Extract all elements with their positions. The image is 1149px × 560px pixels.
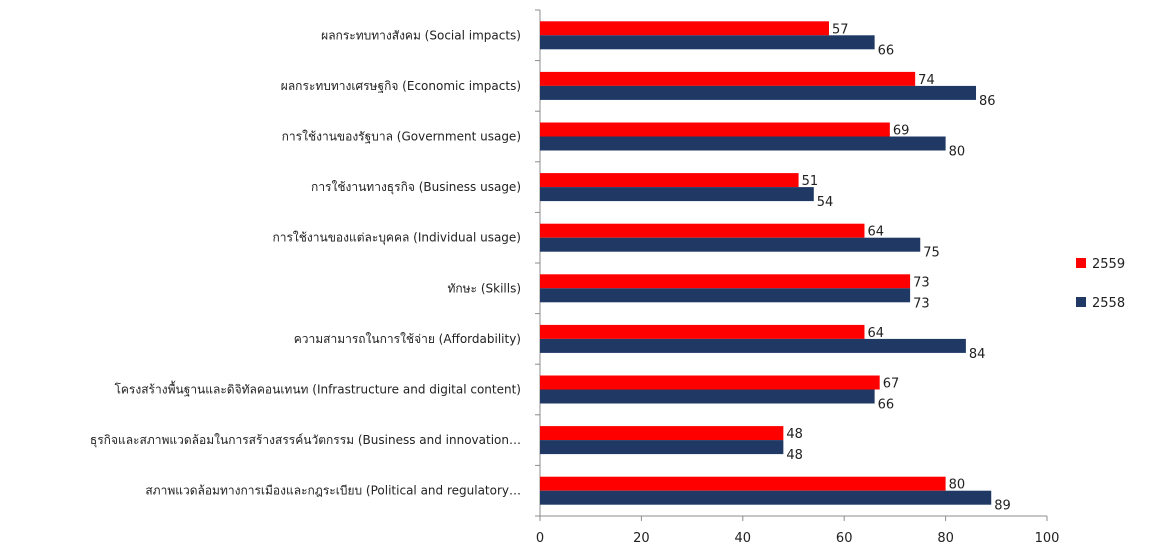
data-label-2559: 64 xyxy=(867,326,884,341)
bar-2559 xyxy=(540,71,916,86)
data-label-2559: 48 xyxy=(786,427,803,442)
category-label: ทักษะ (Skills) xyxy=(447,281,521,295)
data-label-2558: 86 xyxy=(979,94,996,109)
category-label: ผลกระทบทางสังคม (Social impacts) xyxy=(321,28,521,42)
x-tick-label: 100 xyxy=(1035,531,1060,546)
bar-2559 xyxy=(540,173,799,188)
legend-swatch-2558 xyxy=(1076,297,1086,307)
bar-2558 xyxy=(540,136,946,151)
category-label: การใช้งานทางธุรกิจ (Business usage) xyxy=(311,180,521,195)
data-label-2558: 73 xyxy=(913,296,930,311)
data-label-2558: 89 xyxy=(994,499,1011,514)
x-tick-label: 80 xyxy=(937,531,954,546)
category-label: ความสามารถในการใช้จ่าย (Affordability) xyxy=(294,332,521,346)
bar-2559 xyxy=(540,122,890,137)
legend-label-2559: 2559 xyxy=(1092,257,1125,272)
bar-2558 xyxy=(540,490,992,505)
bar-2559 xyxy=(540,426,784,441)
bar-2558 xyxy=(540,440,784,455)
bar-2559 xyxy=(540,21,829,36)
data-label-2559: 74 xyxy=(918,73,935,88)
data-label-2558: 54 xyxy=(817,195,834,210)
bar-2558 xyxy=(540,35,875,50)
bar-2558 xyxy=(540,288,911,303)
bar-2558 xyxy=(540,338,966,353)
x-tick-label: 0 xyxy=(536,531,544,546)
data-label-2559: 51 xyxy=(802,174,819,189)
bar-2558 xyxy=(540,85,977,100)
x-tick-label: 20 xyxy=(633,531,650,546)
data-label-2559: 67 xyxy=(883,377,900,392)
legend-label-2558: 2558 xyxy=(1092,296,1125,311)
data-label-2558: 75 xyxy=(923,246,940,261)
bar-2559 xyxy=(540,476,946,491)
data-label-2558: 66 xyxy=(878,43,895,58)
bar-2559 xyxy=(540,274,911,289)
bar-2559 xyxy=(540,223,865,238)
data-label-2559: 57 xyxy=(832,22,849,37)
bar-2559 xyxy=(540,324,865,339)
category-label: การใช้งานของรัฐบาล (Government usage) xyxy=(282,130,521,144)
data-label-2558: 66 xyxy=(878,398,895,413)
x-tick-label: 60 xyxy=(836,531,853,546)
data-label-2558: 48 xyxy=(786,448,803,463)
data-label-2558: 84 xyxy=(969,347,986,362)
category-label: ธุรกิจและสภาพแวดล้อมในการสร้างสรรค์นวัตก… xyxy=(90,433,521,448)
legend-swatch-2559 xyxy=(1076,258,1086,268)
category-label: ผลกระทบทางเศรษฐกิจ (Economic impacts) xyxy=(281,79,521,93)
category-label: สภาพแวดล้อมทางการเมืองและกฎระเบียบ (Poli… xyxy=(145,484,521,498)
data-label-2558: 80 xyxy=(949,145,966,160)
data-label-2559: 80 xyxy=(949,478,966,493)
bar-2558 xyxy=(540,237,921,252)
bar-2558 xyxy=(540,389,875,404)
x-tick-label: 40 xyxy=(735,531,752,546)
data-label-2559: 64 xyxy=(867,225,884,240)
data-label-2559: 69 xyxy=(893,124,910,139)
bar-2559 xyxy=(540,375,880,390)
category-label: การใช้งานของแต่ละบุคคล (Individual usage… xyxy=(272,231,521,246)
data-label-2559: 73 xyxy=(913,275,930,290)
bar-2558 xyxy=(540,187,814,202)
category-label: โครงสร้างพื้นฐานและดิจิทัลคอนเทนท (Infra… xyxy=(114,381,521,397)
